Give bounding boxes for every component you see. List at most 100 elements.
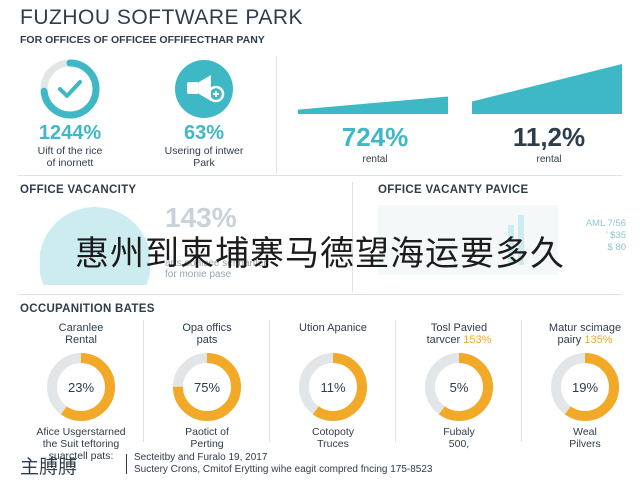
occupation-card: Caranlee Rental 23% Afice Usgerstarned the S…: [20, 322, 142, 462]
kpi-card-2: 63% Usering of intwer Park: [148, 58, 260, 169]
kpi-label-line1: Usering of intwer: [164, 145, 244, 157]
occupation-caption-line2: tarvcer 153%: [398, 334, 520, 346]
vacancy-note: arts oonicee sennanter for monie pase: [165, 258, 335, 280]
occupation-footnote: Cotopoty Truces: [272, 426, 394, 450]
ring-value: 11%: [320, 380, 345, 395]
rental-value: 11,2%: [512, 122, 586, 152]
occupation-footnote: Afice Usgerstarned the Suit teftoring suar…: [20, 426, 142, 462]
vacancy-value: 143%: [165, 202, 237, 233]
page-subtitle: FOR OFFICES OF OFFICEE OFFIFECTHAR PANY: [20, 34, 265, 46]
rental-bar-2: [472, 64, 622, 114]
occupation-footnote-line2: Perting: [190, 438, 224, 450]
megaphone-icon: [173, 58, 235, 120]
occupation-card: Ution Apanice 11% Cotopoty Truces: [272, 322, 394, 450]
occupation-footnote: Fubaly 500,: [398, 426, 520, 450]
vacancy-price-heading: OFFICE VACANTY PAVICE: [378, 184, 529, 196]
kpi-label-line1: Uift of the rice: [37, 145, 103, 157]
occupation-caption-pct: 135%: [584, 334, 613, 346]
vacancy-price-note: AML 7/56 ’ $35 $ 80: [556, 218, 626, 254]
occupation-footnote-line1: Cotopoty: [311, 426, 355, 438]
occupation-ring: 5%: [422, 350, 496, 424]
divider: [276, 56, 277, 174]
occupation-footnote: Weal Pilvers: [524, 426, 640, 450]
vacancy-note-line1: arts oonicee sennanter: [165, 258, 267, 269]
ring-value: 75%: [194, 380, 220, 395]
occupation-caption: Opa offics pats: [146, 322, 268, 348]
divider: [269, 320, 270, 442]
divider: [395, 320, 396, 442]
kpi-label-line2: of inornett: [46, 157, 94, 169]
footer-line1: Secteitby and Furalo 19, 2017: [134, 452, 268, 463]
check-circle-icon: [39, 58, 101, 120]
kpi-value: 63%: [183, 122, 225, 144]
rental-block-1: 724% rental: [290, 60, 460, 170]
rental-bar-1: [298, 96, 448, 114]
occupation-caption-text: pairy: [557, 334, 585, 346]
divider: [521, 320, 522, 442]
occupation-caption: Matur scimage pairy 135%: [524, 322, 640, 348]
occupation-caption-line1: Matur scimage: [548, 322, 622, 334]
occupation-footnote-line2: the Suit teftoring: [42, 438, 120, 450]
overlay-caption: 惠州到柬埔寨马德望海运要多久: [75, 234, 565, 274]
rental-label: rental: [362, 154, 388, 165]
footer-logo: 主膊膊: [20, 456, 78, 478]
rental-block-2: 11,2% rental: [464, 60, 634, 170]
footer-text: Secteitby and Furalo 19, 2017 Suctery Cr…: [134, 452, 432, 476]
occupation-footnote-line1: Afice Usgerstarned: [36, 426, 126, 438]
occupation-heading: OCCUPANITION BATES: [20, 303, 155, 315]
ring-fill: [47, 353, 115, 421]
occupation-caption: Ution Apanice: [272, 322, 394, 348]
vacancy-price-note-line3: $ 80: [607, 242, 627, 253]
occupation-ring: 11%: [296, 350, 370, 424]
ring-value: 5%: [450, 380, 469, 395]
divider: [352, 182, 353, 292]
occupation-caption-text: pats: [196, 334, 218, 346]
divider: [18, 175, 622, 176]
vacancy-price-chart: [378, 205, 558, 275]
footer-line2: Suctery Crons, Cmitof Erytting wihe eagi…: [134, 464, 433, 475]
occupation-caption-text: Rental: [65, 334, 97, 346]
divider: [126, 454, 127, 474]
ring-value: 23%: [68, 380, 94, 395]
occupation-caption-text: tarvcer: [426, 334, 464, 346]
divider: [143, 320, 144, 442]
rental-value: 724%: [341, 122, 409, 152]
occupation-caption-pct: 153%: [463, 334, 492, 346]
occupation-caption-line1: Caranlee: [58, 322, 104, 334]
ring-fill: [173, 353, 241, 421]
kpi-value: 1244%: [38, 122, 102, 144]
occupation-footnote-line1: Paotict of: [185, 426, 229, 438]
occupation-ring: 23%: [44, 350, 118, 424]
occupation-footnote-line2: Pilvers: [569, 438, 601, 450]
occupation-footnote-line3: suarctell pats:: [48, 450, 114, 462]
occupation-caption-line2: pairy 135%: [524, 334, 640, 346]
occupation-card: Opa offics pats 75% Paotict of Perting: [146, 322, 268, 450]
ring-fill: [299, 353, 367, 421]
rental-label: rental: [536, 154, 562, 165]
occupation-caption-line2: Rental: [20, 334, 142, 346]
occupation-caption: Caranlee Rental: [20, 322, 142, 348]
vacancy-heading: OFFICE VACANCITY: [20, 184, 137, 196]
vacancy-note-line2: for monie pase: [165, 269, 232, 280]
occupation-footnote-line2: Truces: [317, 438, 349, 450]
divider: [18, 294, 622, 295]
kpi-label-line2: Park: [193, 157, 215, 169]
vacancy-price-note-line1: AML 7/56: [585, 218, 626, 229]
ring-fill: [551, 353, 619, 421]
occupation-caption-line1: Opa offics: [182, 322, 232, 334]
occupation-caption-line2: pats: [146, 334, 268, 346]
occupation-footnote-line2: 500,: [448, 438, 470, 450]
page-title: FUZHOU SOFTWARE PARK: [20, 6, 303, 29]
occupation-caption-line1: Ution Apanice: [299, 322, 367, 334]
occupation-ring: 19%: [548, 350, 622, 424]
occupation-card: Matur scimage pairy 135% 19% Weal Pilvers: [524, 322, 640, 450]
occupation-footnote-line1: Fubaly: [443, 426, 475, 438]
occupation-caption-line1: Tosl Pavied: [430, 322, 488, 334]
occupation-card: Tosl Pavied tarvcer 153% 5% Fubaly 500,: [398, 322, 520, 450]
occupation-footnote-line1: Weal: [573, 426, 597, 438]
occupation-caption: Tosl Pavied tarvcer 153%: [398, 322, 520, 348]
kpi-card-1: 1244% Uift of the rice of inornett: [14, 58, 126, 169]
ring-fill: [425, 353, 493, 421]
occupation-footnote: Paotict of Perting: [146, 426, 268, 450]
vacancy-price-note-line2: ’ $35: [605, 230, 626, 241]
